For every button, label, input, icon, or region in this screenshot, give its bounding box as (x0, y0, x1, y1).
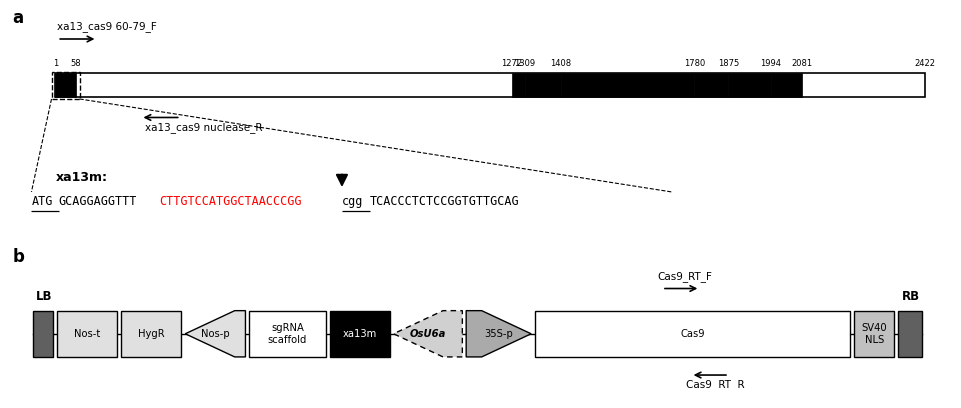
Text: 35S-p: 35S-p (484, 329, 513, 339)
Text: cgg: cgg (342, 195, 363, 208)
Bar (56, 73, 76, 98)
Text: 1875: 1875 (718, 60, 739, 69)
Text: GCAGGAGGTTT: GCAGGAGGTTT (59, 195, 137, 208)
Bar (854, 310, 894, 357)
Bar (56, 73, 924, 98)
Bar (771, 73, 802, 98)
Text: Cas9  RT  R: Cas9 RT R (686, 380, 745, 390)
Bar (121, 310, 182, 357)
Text: sgRNA
scaffold: sgRNA scaffold (268, 323, 308, 345)
Bar (728, 73, 771, 98)
Bar (560, 73, 694, 98)
Bar (52, 71, 80, 99)
Text: 1408: 1408 (550, 60, 571, 69)
Bar (34, 310, 54, 357)
Text: TCACCCTCTCCGGTGTTGCAG: TCACCCTCTCCGGTGTTGCAG (370, 195, 519, 208)
Bar (525, 73, 560, 98)
Text: Cas9_RT_F: Cas9_RT_F (657, 271, 712, 282)
Text: HygR: HygR (138, 329, 164, 339)
Text: RB: RB (901, 290, 920, 304)
Text: LB: LB (36, 290, 52, 304)
Text: CTTGTCCATGGCTAACCCGG: CTTGTCCATGGCTAACCCGG (160, 195, 302, 208)
Text: 2081: 2081 (792, 60, 813, 69)
Text: a: a (12, 9, 23, 27)
Text: 58: 58 (70, 60, 81, 69)
Bar (58, 310, 117, 357)
Text: 2422: 2422 (914, 60, 935, 69)
Bar (694, 73, 728, 98)
Text: 1780: 1780 (683, 60, 704, 69)
Polygon shape (394, 310, 462, 357)
Bar (898, 310, 922, 357)
Bar (330, 310, 390, 357)
Text: ATG: ATG (32, 195, 53, 208)
Text: b: b (12, 248, 24, 266)
Bar (249, 310, 326, 357)
Text: Cas9: Cas9 (680, 329, 705, 339)
Bar (512, 73, 525, 98)
Text: 1309: 1309 (514, 60, 535, 69)
Bar (535, 310, 850, 357)
Text: Nos-t: Nos-t (74, 329, 101, 339)
Polygon shape (185, 310, 245, 357)
Text: xa13m: xa13m (342, 329, 377, 339)
Text: Nos-p: Nos-p (201, 329, 230, 339)
Text: SV40
NLS: SV40 NLS (861, 323, 887, 345)
Text: xa13m:: xa13m: (56, 171, 108, 184)
Text: 1994: 1994 (760, 60, 781, 69)
Polygon shape (466, 310, 531, 357)
Text: 1272: 1272 (502, 60, 523, 69)
Text: 1: 1 (53, 60, 58, 69)
Text: xa13_cas9 nuclease_R: xa13_cas9 nuclease_R (145, 122, 262, 133)
Text: OsU6a: OsU6a (409, 329, 446, 339)
Text: xa13_cas9 60-79_F: xa13_cas9 60-79_F (58, 21, 157, 32)
